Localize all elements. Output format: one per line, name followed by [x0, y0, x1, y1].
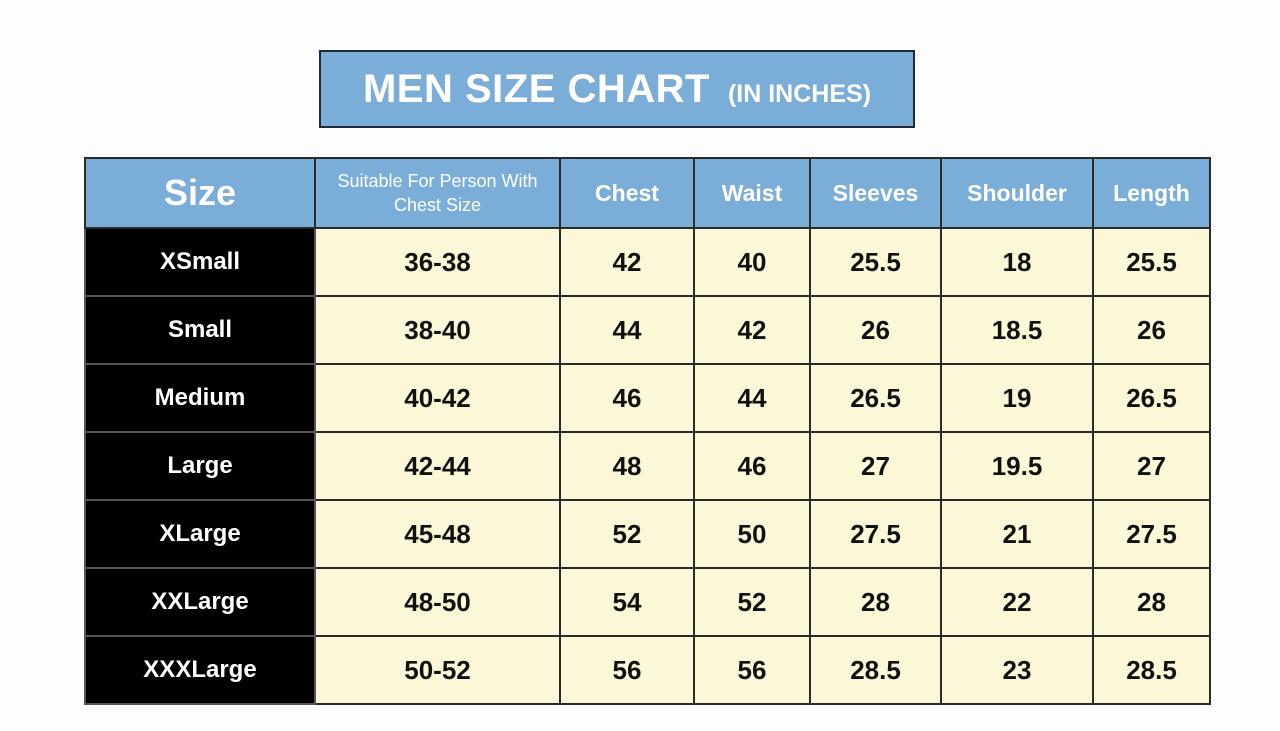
cell-waist: 44 — [693, 363, 811, 433]
cell-size: Large — [84, 431, 316, 501]
header-size: Size — [84, 157, 316, 229]
cell-shoulder: 18.5 — [940, 295, 1094, 365]
table-row: XLarge 45-48 52 50 27.5 21 27.5 — [84, 499, 1211, 569]
cell-suitable-chest: 40-42 — [314, 363, 561, 433]
cell-suitable-chest: 48-50 — [314, 567, 561, 637]
chart-units: (IN INCHES) — [727, 79, 872, 108]
cell-chest: 54 — [559, 567, 695, 637]
cell-waist: 40 — [693, 227, 811, 297]
cell-sleeves: 27 — [809, 431, 942, 501]
cell-size: XXXLarge — [84, 635, 316, 705]
cell-suitable-chest: 36-38 — [314, 227, 561, 297]
header-shoulder: Shoulder — [940, 157, 1094, 229]
cell-chest: 42 — [559, 227, 695, 297]
cell-shoulder: 22 — [940, 567, 1094, 637]
table-row: Small 38-40 44 42 26 18.5 26 — [84, 295, 1211, 365]
header-chest: Chest — [559, 157, 695, 229]
chart-title: MEN SIZE CHART — [362, 66, 710, 111]
cell-size: XXLarge — [84, 567, 316, 637]
cell-waist: 50 — [693, 499, 811, 569]
cell-waist: 56 — [693, 635, 811, 705]
cell-size: XSmall — [84, 227, 316, 297]
header-row: Size Suitable For Person With Chest Size… — [84, 157, 1211, 229]
table-row: XXXLarge 50-52 56 56 28.5 23 28.5 — [84, 635, 1211, 705]
cell-suitable-chest: 38-40 — [314, 295, 561, 365]
cell-length: 28 — [1092, 567, 1211, 637]
cell-suitable-chest: 50-52 — [314, 635, 561, 705]
cell-shoulder: 21 — [940, 499, 1094, 569]
cell-length: 27 — [1092, 431, 1211, 501]
cell-sleeves: 25.5 — [809, 227, 942, 297]
cell-shoulder: 23 — [940, 635, 1094, 705]
cell-suitable-chest: 45-48 — [314, 499, 561, 569]
header-sleeves: Sleeves — [809, 157, 942, 229]
table-row: Medium 40-42 46 44 26.5 19 26.5 — [84, 363, 1211, 433]
cell-shoulder: 19.5 — [940, 431, 1094, 501]
cell-chest: 44 — [559, 295, 695, 365]
cell-sleeves: 26 — [809, 295, 942, 365]
cell-size: XLarge — [84, 499, 316, 569]
table-row: Large 42-44 48 46 27 19.5 27 — [84, 431, 1211, 501]
cell-sleeves: 27.5 — [809, 499, 942, 569]
cell-length: 26.5 — [1092, 363, 1211, 433]
cell-size: Medium — [84, 363, 316, 433]
cell-shoulder: 19 — [940, 363, 1094, 433]
table-row: XXLarge 48-50 54 52 28 22 28 — [84, 567, 1211, 637]
header-waist: Waist — [693, 157, 811, 229]
cell-length: 28.5 — [1092, 635, 1211, 705]
cell-chest: 56 — [559, 635, 695, 705]
header-suitable-chest: Suitable For Person With Chest Size — [314, 157, 561, 229]
cell-waist: 46 — [693, 431, 811, 501]
cell-length: 27.5 — [1092, 499, 1211, 569]
cell-chest: 52 — [559, 499, 695, 569]
header-length: Length — [1092, 157, 1211, 229]
cell-suitable-chest: 42-44 — [314, 431, 561, 501]
cell-length: 25.5 — [1092, 227, 1211, 297]
cell-sleeves: 26.5 — [809, 363, 942, 433]
chart-title-banner: MEN SIZE CHART (IN INCHES) — [319, 50, 915, 128]
cell-size: Small — [84, 295, 316, 365]
cell-chest: 46 — [559, 363, 695, 433]
cell-waist: 52 — [693, 567, 811, 637]
table-row: XSmall 36-38 42 40 25.5 18 25.5 — [84, 227, 1211, 297]
cell-chest: 48 — [559, 431, 695, 501]
cell-sleeves: 28 — [809, 567, 942, 637]
cell-sleeves: 28.5 — [809, 635, 942, 705]
size-table: Size Suitable For Person With Chest Size… — [84, 157, 1211, 705]
cell-waist: 42 — [693, 295, 811, 365]
cell-shoulder: 18 — [940, 227, 1094, 297]
cell-length: 26 — [1092, 295, 1211, 365]
